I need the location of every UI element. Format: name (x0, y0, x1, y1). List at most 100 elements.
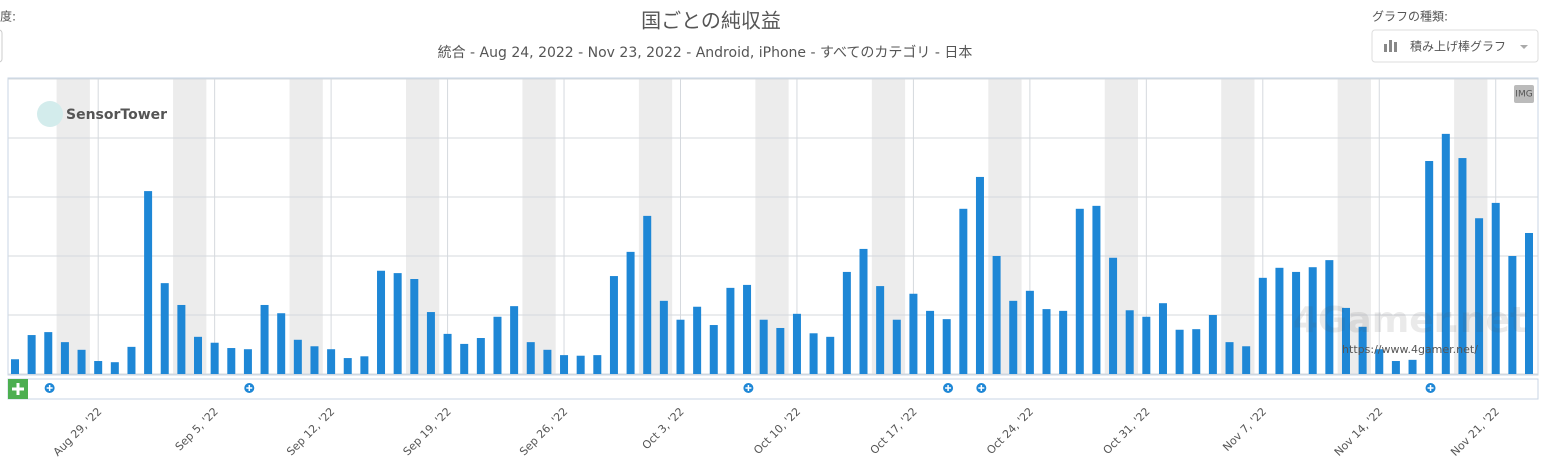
weekend-band (289, 79, 323, 374)
bar (1208, 315, 1217, 374)
annotation-plus (978, 385, 985, 391)
bar (1258, 277, 1267, 374)
bar (526, 342, 535, 374)
bar (909, 293, 918, 374)
annotation-marker[interactable] (1425, 383, 1436, 393)
annotation-strip (7, 378, 1539, 400)
annotation-marker[interactable] (244, 383, 255, 393)
annotation-marker[interactable] (743, 383, 754, 393)
bar (792, 313, 801, 374)
dropdown-box[interactable] (1371, 29, 1539, 63)
x-tick-label: Oct 17, '22 (868, 405, 920, 457)
bar (1508, 256, 1517, 374)
chart-subtitle: 統合 - Aug 24, 2022 - Nov 23, 2022 - Andro… (438, 44, 973, 61)
left-control[interactable] (0, 29, 3, 63)
bar (343, 358, 352, 374)
annotation-plus (945, 385, 952, 391)
bar (693, 306, 702, 374)
bar (94, 361, 103, 374)
add-icon (12, 383, 24, 395)
annotation-marker[interactable] (943, 383, 954, 393)
bar (493, 316, 502, 374)
bar (1341, 307, 1350, 374)
bar (1025, 290, 1034, 374)
bar (1109, 257, 1118, 374)
bar (227, 348, 236, 374)
chart-type-label: グラフの種類: (1372, 10, 1448, 24)
bar (726, 287, 735, 374)
bar (1075, 208, 1084, 374)
annotation-plus (745, 385, 752, 391)
bar (926, 310, 935, 374)
x-tick-label: Oct 3, '22 (640, 405, 687, 452)
bar (443, 333, 452, 374)
bar (1375, 349, 1384, 374)
bar (1408, 359, 1417, 374)
bar (659, 300, 668, 374)
bar (210, 342, 219, 374)
bar (27, 335, 36, 374)
bar (1425, 161, 1434, 374)
dropdown-arrow (1520, 45, 1528, 49)
bar (60, 342, 69, 374)
x-tick-label: Nov 21, '22 (1448, 405, 1502, 459)
x-tick-label: Sep 19, '22 (401, 405, 454, 458)
dropdown-icon (1394, 42, 1397, 52)
bar (110, 362, 119, 374)
annotation-plus (246, 385, 253, 391)
annotation-marker[interactable] (976, 383, 987, 393)
bar (942, 319, 951, 374)
bar (277, 313, 286, 374)
annotation-marker[interactable] (44, 383, 55, 393)
x-tick-label: Sep 12, '22 (284, 405, 337, 458)
bar (643, 215, 652, 374)
bar (243, 349, 252, 374)
bar (393, 273, 402, 374)
x-tick-label: Aug 29, '22 (51, 405, 105, 459)
bar (127, 346, 136, 374)
bar (1475, 218, 1484, 374)
annotation-plus (46, 385, 53, 391)
bar (1042, 309, 1051, 374)
bar (1175, 329, 1184, 374)
bar (360, 356, 369, 374)
bar (1458, 158, 1467, 374)
bar (992, 256, 1001, 374)
bar (1358, 326, 1367, 374)
bar (809, 333, 818, 374)
bar (543, 349, 552, 374)
bar (576, 355, 585, 374)
chart-type-dropdown[interactable]: 積み上げ棒グラフ (1371, 29, 1539, 63)
bar (1441, 133, 1450, 374)
bar (1092, 205, 1101, 374)
bar (709, 325, 718, 374)
bar (1142, 316, 1151, 374)
x-tick-label: Sep 26, '22 (517, 405, 570, 458)
bar (975, 176, 984, 374)
chart-title: 国ごとの純収益 (641, 9, 781, 33)
x-tick-label: Oct 24, '22 (984, 405, 1036, 457)
brand-watermark: SensorTower (66, 107, 167, 123)
weekend-band (1221, 79, 1255, 374)
bar (560, 355, 569, 374)
bar (144, 191, 153, 374)
bar (293, 339, 302, 374)
bar (1292, 271, 1301, 374)
x-tick-label: Sep 5, '22 (173, 405, 221, 453)
bar (1158, 303, 1167, 374)
x-tick-label: Nov 14, '22 (1332, 405, 1386, 459)
bar (826, 336, 835, 374)
bar (759, 319, 768, 374)
img-button[interactable] (1514, 85, 1534, 103)
bar (1242, 346, 1251, 374)
bar (776, 327, 785, 374)
dropdown-icon (1389, 40, 1392, 52)
bar (626, 251, 635, 374)
bar (1391, 361, 1400, 374)
bar (476, 338, 485, 374)
bar (1009, 300, 1018, 374)
watermark: 4Gamer.net (1293, 300, 1527, 341)
annotation-plus (1427, 385, 1434, 391)
bar (1059, 310, 1068, 374)
x-tick-label: Nov 7, '22 (1220, 405, 1269, 454)
